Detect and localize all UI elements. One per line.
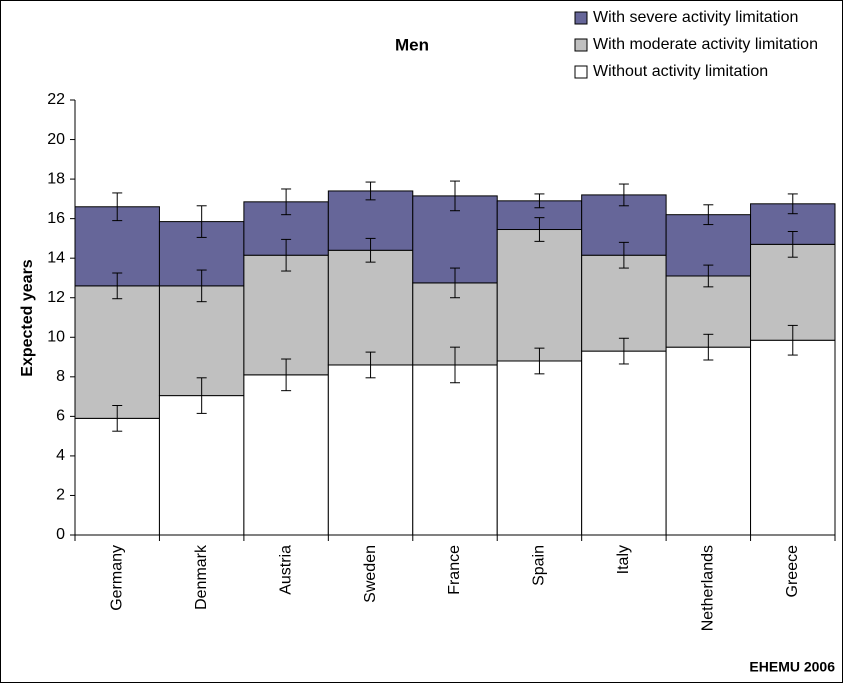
error-bar (112, 272, 123, 300)
y-tick-label: 8 (56, 368, 65, 385)
y-tick-label: 0 (56, 526, 65, 543)
error-bar (365, 181, 376, 201)
source-note: EHEMU 2006 (749, 659, 835, 675)
error-bar (703, 333, 714, 361)
error-bar (196, 269, 207, 303)
y-axis-label: Expected years (19, 259, 36, 377)
chart-title: Men (395, 35, 429, 54)
error-bar (365, 237, 376, 263)
bar-segment (581, 350, 667, 536)
error-bar (534, 217, 545, 242)
error-bar (450, 180, 460, 212)
x-tick-label: Greece (784, 545, 801, 598)
bar-segment (496, 229, 583, 362)
bar-segment (750, 339, 836, 536)
error-bar (618, 337, 629, 365)
bar-segment (327, 364, 414, 536)
bar-segment (158, 395, 245, 536)
y-tick-label: 16 (47, 210, 65, 227)
y-tick-label: 4 (56, 447, 65, 464)
bar-segment (243, 374, 329, 536)
y-tick-label: 14 (47, 249, 65, 266)
error-bar (281, 188, 292, 216)
y-tick-label: 20 (47, 131, 65, 148)
error-bar (618, 183, 629, 207)
x-tick-label: France (446, 545, 463, 595)
x-tick-label: Italy (615, 545, 632, 574)
x-tick-label: Denmark (193, 544, 210, 610)
error-bar (365, 351, 376, 379)
error-bar (787, 193, 798, 215)
error-bar (450, 267, 460, 299)
error-bar (703, 264, 714, 288)
x-tick-label: Austria (277, 545, 294, 595)
bar-segment (243, 254, 329, 376)
bar-segment (74, 285, 160, 419)
error-bar (787, 230, 798, 258)
x-tick-label: Sweden (362, 545, 379, 603)
error-bar (196, 205, 207, 238)
error-bar (112, 404, 123, 432)
bar-segment (750, 243, 836, 341)
bar-segment (412, 364, 498, 536)
x-tick-label: Spain (531, 545, 548, 586)
error-bar (618, 241, 629, 269)
x-tick-label: Netherlands (700, 545, 717, 631)
legend-label: With severe activity limitation (593, 9, 798, 26)
y-tick-label: 18 (47, 170, 65, 187)
y-tick-label: 6 (56, 408, 65, 425)
y-tick-label: 2 (56, 487, 65, 504)
bar-segment (665, 346, 752, 536)
legend-swatch (574, 38, 588, 52)
error-bar (281, 238, 292, 272)
error-bar (534, 347, 545, 375)
bar-segment (496, 360, 583, 536)
error-bar (534, 193, 545, 209)
legend-swatch (574, 65, 588, 79)
legend-swatch (574, 11, 588, 25)
x-tick-label: Germany (108, 545, 125, 611)
y-tick-label: 12 (47, 289, 65, 306)
error-bar (450, 346, 460, 384)
error-bar (196, 377, 207, 414)
y-tick-label: 22 (47, 91, 65, 108)
error-bar (787, 324, 798, 356)
legend-label: Without activity limitation (593, 63, 768, 80)
bar-segment (74, 417, 160, 536)
legend-label: With moderate activity limitation (593, 36, 818, 53)
error-bar (703, 204, 714, 226)
bar-segment (581, 254, 667, 352)
error-bar (281, 358, 292, 392)
error-bar (112, 192, 123, 222)
y-tick-label: 10 (47, 328, 65, 345)
bar-segment (327, 249, 414, 366)
